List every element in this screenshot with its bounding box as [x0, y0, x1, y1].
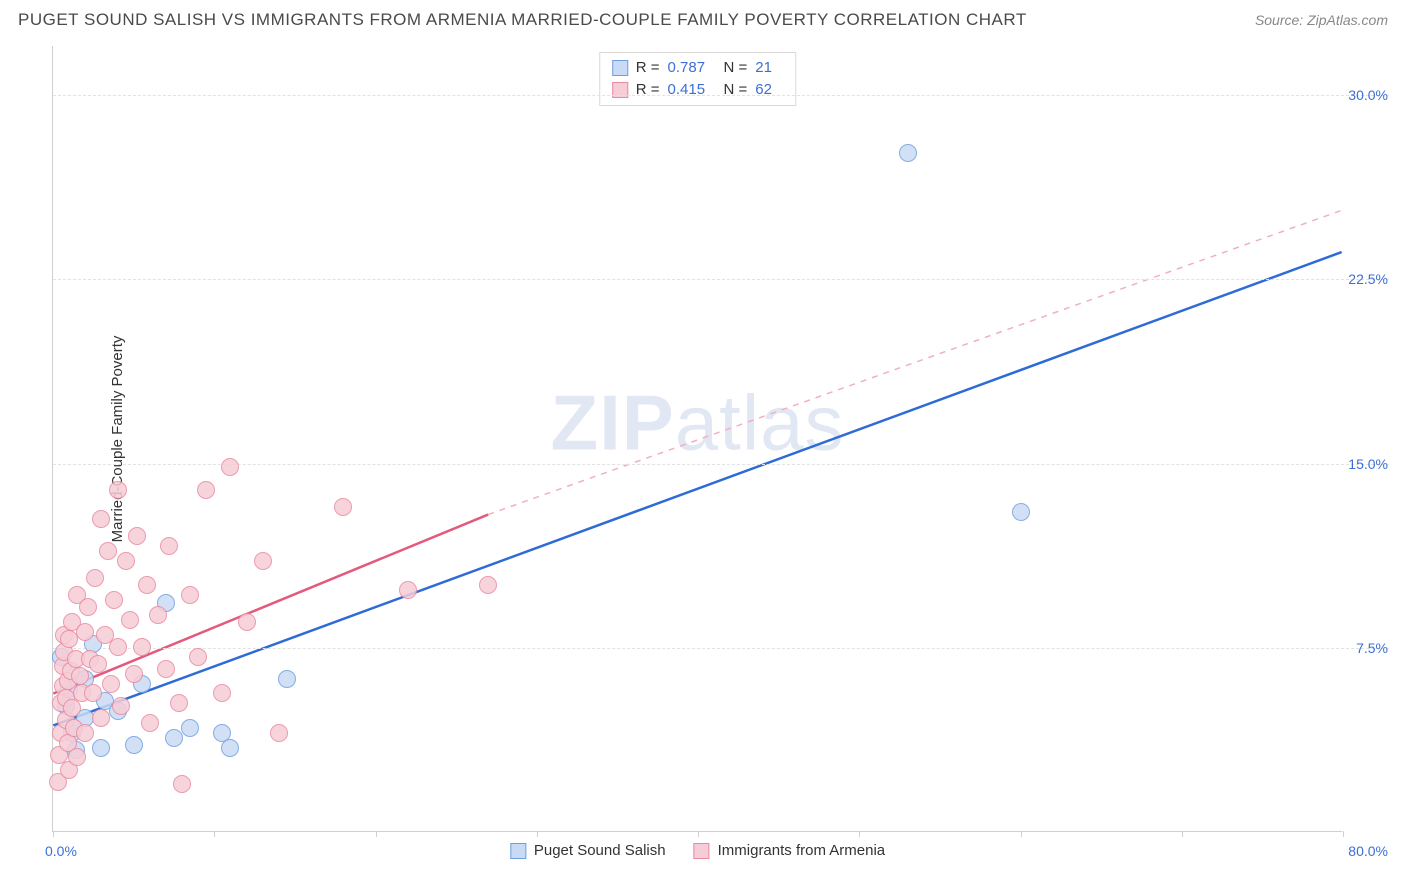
trend-line	[53, 252, 1341, 725]
header: PUGET SOUND SALISH VS IMMIGRANTS FROM AR…	[0, 0, 1406, 36]
stat-r-label: R =	[636, 79, 660, 101]
data-point	[1012, 503, 1030, 521]
y-tick-label: 30.0%	[1342, 87, 1388, 103]
data-point	[86, 569, 104, 587]
data-point	[221, 458, 239, 476]
x-tick	[376, 831, 377, 837]
data-point	[76, 623, 94, 641]
chart-title: PUGET SOUND SALISH VS IMMIGRANTS FROM AR…	[18, 10, 1027, 30]
data-point	[238, 613, 256, 631]
x-tick	[1021, 831, 1022, 837]
data-point	[102, 675, 120, 693]
plot-area: ZIPatlas R =0.787N =21R =0.415N =62 0.0%…	[52, 46, 1342, 832]
data-point	[125, 665, 143, 683]
gridline	[53, 279, 1389, 280]
stats-legend: R = 0.787 N = 21 R = 0.415 N = 62	[599, 52, 797, 106]
data-point	[197, 481, 215, 499]
x-tick	[537, 831, 538, 837]
data-point	[157, 660, 175, 678]
stat-r-value: 0.415	[668, 79, 716, 101]
gridline	[53, 648, 1389, 649]
legend-label: Puget Sound Salish	[534, 842, 666, 859]
stat-n-value: 62	[755, 79, 783, 101]
data-point	[68, 748, 86, 766]
y-tick-label: 7.5%	[1342, 640, 1388, 656]
watermark-light: atlas	[675, 378, 845, 466]
legend-swatch	[612, 60, 628, 76]
data-point	[181, 586, 199, 604]
data-point	[399, 581, 417, 599]
data-point	[138, 576, 156, 594]
data-point	[479, 576, 497, 594]
data-point	[170, 694, 188, 712]
trend-line	[488, 210, 1342, 514]
x-tick	[53, 831, 54, 837]
legend-item: Puget Sound Salish	[510, 842, 666, 859]
data-point	[99, 542, 117, 560]
gridline	[53, 464, 1389, 465]
data-point	[105, 591, 123, 609]
data-point	[92, 739, 110, 757]
x-tick	[214, 831, 215, 837]
data-point	[141, 714, 159, 732]
stat-n-value: 21	[755, 57, 783, 79]
data-point	[221, 739, 239, 757]
y-tick-label: 15.0%	[1342, 456, 1388, 472]
x-tick	[1182, 831, 1183, 837]
data-point	[133, 638, 151, 656]
data-point	[84, 684, 102, 702]
data-point	[254, 552, 272, 570]
watermark: ZIPatlas	[550, 377, 844, 468]
y-tick-label: 22.5%	[1342, 271, 1388, 287]
source-label: Source: ZipAtlas.com	[1255, 12, 1388, 28]
data-point	[165, 729, 183, 747]
data-point	[121, 611, 139, 629]
data-point	[92, 709, 110, 727]
data-point	[160, 537, 178, 555]
series-legend: Puget Sound Salish Immigrants from Armeni…	[510, 842, 885, 859]
data-point	[128, 527, 146, 545]
data-point	[71, 667, 89, 685]
legend-item: Immigrants from Armenia	[694, 842, 886, 859]
stats-row: R = 0.415 N = 62	[612, 79, 784, 101]
x-axis-max-label: 80.0%	[1348, 843, 1388, 859]
legend-swatch	[510, 843, 526, 859]
gridline	[53, 95, 1389, 96]
stat-r-label: R =	[636, 57, 660, 79]
data-point	[173, 775, 191, 793]
x-tick	[859, 831, 860, 837]
watermark-bold: ZIP	[550, 378, 674, 466]
data-point	[270, 724, 288, 742]
data-point	[334, 498, 352, 516]
stat-r-value: 0.787	[668, 57, 716, 79]
data-point	[181, 719, 199, 737]
data-point	[79, 598, 97, 616]
stat-n-label: N =	[724, 79, 748, 101]
plot-container: Married-Couple Family Poverty ZIPatlas R…	[52, 46, 1388, 832]
data-point	[109, 481, 127, 499]
legend-swatch	[694, 843, 710, 859]
data-point	[149, 606, 167, 624]
data-point	[278, 670, 296, 688]
stats-row: R = 0.787 N = 21	[612, 57, 784, 79]
data-point	[899, 144, 917, 162]
data-point	[76, 724, 94, 742]
data-point	[125, 736, 143, 754]
data-point	[109, 638, 127, 656]
data-point	[112, 697, 130, 715]
data-point	[189, 648, 207, 666]
legend-label: Immigrants from Armenia	[718, 842, 886, 859]
data-point	[89, 655, 107, 673]
x-tick	[1343, 831, 1344, 837]
data-point	[213, 684, 231, 702]
data-point	[92, 510, 110, 528]
stat-n-label: N =	[724, 57, 748, 79]
x-tick	[698, 831, 699, 837]
trend-lines-layer	[53, 46, 1342, 831]
x-axis-min-label: 0.0%	[45, 843, 77, 859]
data-point	[117, 552, 135, 570]
